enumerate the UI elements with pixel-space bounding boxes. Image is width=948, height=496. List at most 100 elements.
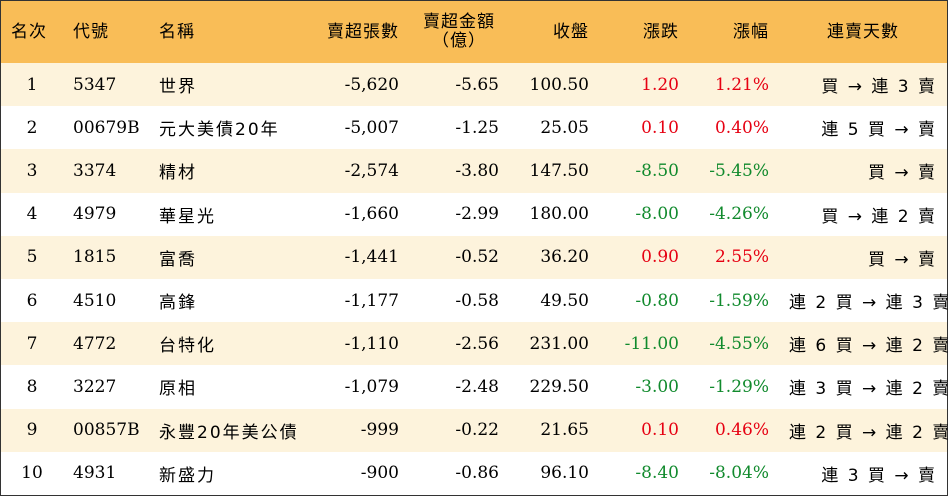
cell-sell-amount: -0.52: [455, 247, 499, 268]
cell-rank: 6: [26, 290, 38, 311]
cell-sell-lots: -1,177: [344, 290, 399, 311]
cell-sell-lots: -1,660: [344, 204, 399, 225]
table-row: 8 3227 原相 -1,079 -2.48 229.50 -3.00 -1.2…: [1, 365, 948, 409]
cell-close: 147.50: [529, 160, 589, 181]
cell-streak: 連 3 買 → 賣: [821, 465, 937, 486]
cell-code: 00679B: [73, 117, 140, 138]
cell-change: -8.50: [635, 160, 679, 181]
cell-sell-lots: -1,110: [344, 333, 399, 354]
table-row: 5 1815 富喬 -1,441 -0.52 36.20 0.90 2.55% …: [1, 235, 947, 279]
table-row: 3 3374 精材 -2,574 -3.80 147.50 -8.50 -5.4…: [1, 149, 947, 193]
cell-sell-lots: -2,574: [344, 160, 399, 181]
cell-change-pct: -4.55%: [709, 333, 769, 354]
table-row: 10 4931 新盛力 -900 -0.86 96.10 -8.40 -8.04…: [1, 451, 947, 495]
cell-change: -0.80: [635, 290, 679, 311]
cell-rank: 4: [26, 204, 38, 225]
cell-sell-lots: -1,079: [344, 376, 399, 397]
cell-streak: 買 → 賣: [867, 249, 937, 270]
header-change-pct: 漲幅: [733, 21, 769, 42]
cell-rank: 10: [21, 463, 43, 484]
cell-change: -3.00: [635, 376, 679, 397]
cell-sell-amount: -5.65: [455, 74, 499, 95]
cell-change: -11.00: [624, 333, 679, 354]
cell-code: 4772: [73, 333, 117, 354]
cell-sell-lots: -900: [360, 463, 399, 484]
cell-rank: 3: [26, 160, 38, 181]
cell-sell-amount: -2.99: [455, 204, 499, 225]
cell-sell-amount: -3.80: [455, 160, 499, 181]
cell-name: 元大美債20年: [159, 120, 280, 141]
cell-change: -8.40: [635, 463, 679, 484]
cell-name: 富喬: [159, 249, 197, 270]
table-row: 4 4979 華星光 -1,660 -2.99 180.00 -8.00 -4.…: [1, 192, 947, 236]
cell-change: 0.10: [641, 420, 679, 441]
cell-sell-lots: -5,007: [344, 117, 399, 138]
cell-code: 4931: [73, 463, 117, 484]
cell-streak: 買 → 連 2 賣: [821, 206, 937, 227]
header-sell-amount-line2: （億）: [432, 31, 486, 51]
table-row: 2 00679B 元大美債20年 -5,007 -1.25 25.05 0.10…: [1, 106, 947, 150]
cell-name: 新盛力: [159, 465, 216, 486]
cell-change-pct: -5.45%: [709, 160, 769, 181]
cell-sell-amount: -2.48: [455, 376, 499, 397]
cell-streak: 連 2 買 → 連 2 賣: [789, 422, 948, 443]
cell-close: 21.65: [540, 420, 589, 441]
cell-change-pct: -1.59%: [709, 290, 769, 311]
cell-sell-lots: -999: [360, 420, 399, 441]
cell-rank: 7: [26, 333, 38, 354]
header-change: 漲跌: [643, 21, 679, 42]
cell-sell-lots: -5,620: [344, 74, 399, 95]
cell-streak: 連 3 買 → 連 2 賣: [789, 379, 948, 400]
cell-sell-amount: -2.56: [455, 333, 499, 354]
cell-name: 精材: [159, 163, 197, 184]
table-row: 6 4510 高鋒 -1,177 -0.58 49.50 -0.80 -1.59…: [1, 278, 948, 323]
cell-name: 高鋒: [159, 293, 197, 314]
header-close: 收盤: [553, 21, 589, 42]
cell-name: 台特化: [159, 336, 216, 357]
cell-close: 180.00: [529, 204, 589, 225]
cell-change: 0.10: [641, 117, 679, 138]
cell-change-pct: -1.29%: [709, 376, 769, 397]
cell-change: 1.20: [641, 74, 679, 95]
cell-rank: 9: [26, 420, 38, 441]
cell-change-pct: 0.40%: [714, 117, 769, 138]
cell-sell-amount: -0.22: [455, 420, 499, 441]
cell-close: 229.50: [529, 376, 589, 397]
header-name: 名稱: [159, 21, 195, 42]
cell-change-pct: -8.04%: [709, 463, 769, 484]
header-sell-amount-line1: 賣超金額: [423, 12, 495, 32]
cell-streak: 連 2 買 → 連 3 賣: [789, 293, 948, 314]
table-row: 7 4772 台特化 -1,110 -2.56 231.00 -11.00 -4…: [1, 322, 948, 366]
cell-name: 永豐20年美公債: [159, 422, 299, 443]
header-code: 代號: [73, 21, 109, 42]
cell-code: 00857B: [73, 420, 140, 441]
cell-code: 4510: [73, 290, 117, 311]
cell-rank: 8: [26, 376, 38, 397]
cell-code: 3374: [73, 160, 117, 181]
table-row: 1 5347 世界 -5,620 -5.65 100.50 1.20 1.21%…: [1, 63, 947, 107]
cell-close: 96.10: [540, 463, 589, 484]
cell-rank: 5: [26, 247, 38, 268]
cell-rank: 1: [26, 74, 38, 95]
cell-close: 49.50: [540, 290, 589, 311]
cell-streak: 連 6 買 → 連 2 賣: [789, 336, 948, 357]
cell-close: 25.05: [540, 117, 589, 138]
cell-change-pct: 0.46%: [714, 420, 769, 441]
cell-sell-amount: -0.86: [455, 463, 499, 484]
cell-name: 原相: [159, 379, 197, 400]
table-body: 1 5347 世界 -5,620 -5.65 100.50 1.20 1.21%…: [1, 63, 948, 495]
cell-change: 0.90: [641, 247, 679, 268]
cell-change: -8.00: [635, 204, 679, 225]
cell-sell-amount: -1.25: [455, 117, 499, 138]
header-sell-amount: 賣超金額 （億）: [409, 1, 509, 63]
cell-change-pct: -4.26%: [709, 204, 769, 225]
cell-streak: 連 5 買 → 賣: [821, 120, 937, 141]
cell-rank: 2: [26, 117, 38, 138]
cell-name: 世界: [159, 77, 197, 98]
cell-close: 36.20: [540, 247, 589, 268]
cell-code: 1815: [73, 247, 117, 268]
cell-change-pct: 2.55%: [714, 247, 769, 268]
cell-sell-amount: -0.58: [455, 290, 499, 311]
